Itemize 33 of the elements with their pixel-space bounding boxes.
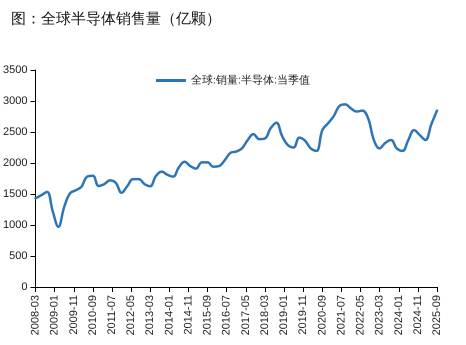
x-tick-label: 2009-01 <box>48 295 61 336</box>
y-tick-label: 1000 <box>2 219 28 231</box>
x-tick-label: 2014-01 <box>163 295 176 336</box>
x-tick-label: 2023-03 <box>374 295 386 336</box>
x-tick-label: 2019-01 <box>278 295 290 336</box>
line-series <box>34 103 438 228</box>
chart-title: 图：全球半导体销售量（亿颗） <box>11 10 221 28</box>
y-tick-label: 3500 <box>2 64 28 76</box>
x-tick-label: 2018-03 <box>258 295 271 336</box>
x-tick-label: 2016-07 <box>220 295 233 336</box>
x-tick-label: 2025-09 <box>431 295 443 336</box>
x-tick-label: 2015-09 <box>202 295 214 336</box>
x-tick-label: 2024-01 <box>392 295 405 336</box>
y-tick-label: 500 <box>9 250 28 262</box>
y-tick-label: 1500 <box>2 188 28 200</box>
x-tick-label: 2024-11 <box>412 295 424 335</box>
x-tick-label: 2012-05 <box>125 295 138 336</box>
x-tick-label: 2011-07 <box>106 295 118 335</box>
y-tick-label: 2500 <box>2 126 28 138</box>
y-tick-label: 3000 <box>2 95 28 107</box>
x-tick-label: 2021-07 <box>335 295 348 336</box>
x-tick-label: 2013-03 <box>144 295 156 336</box>
x-tick-label: 2009-11 <box>68 295 80 335</box>
y-tick-label: 2000 <box>2 157 28 169</box>
y-tick-label: 0 <box>21 281 28 293</box>
x-tick-label: 2014-11 <box>182 295 194 335</box>
x-tick-label: 2022-05 <box>354 295 366 336</box>
x-tick-label: 2019-11 <box>297 295 310 335</box>
legend-label: 全球:销量:半导体:当季值 <box>190 74 310 86</box>
x-tick-label: 2020-09 <box>316 295 328 336</box>
x-tick-label: 2010-09 <box>86 295 99 336</box>
x-tick-label: 2017-05 <box>240 295 252 336</box>
x-tick-label: 2008-03 <box>29 295 42 336</box>
